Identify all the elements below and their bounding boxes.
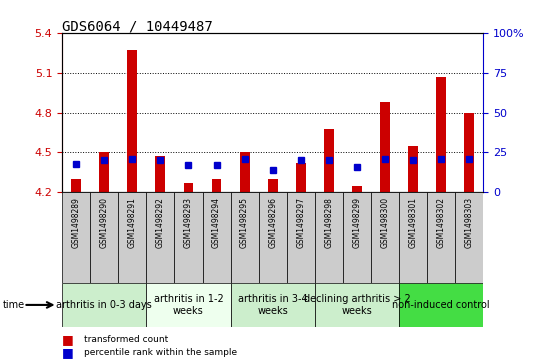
Text: GSM1498289: GSM1498289 (72, 197, 80, 248)
Bar (127, 50, 137, 192)
Bar (202, 192, 231, 283)
Text: GSM1498293: GSM1498293 (184, 197, 193, 248)
Bar (99, 152, 109, 192)
Text: GSM1498295: GSM1498295 (240, 197, 249, 248)
Text: GSM1498292: GSM1498292 (156, 197, 165, 248)
Bar (352, 186, 362, 192)
Bar (380, 102, 390, 192)
Bar (184, 183, 193, 192)
Bar (71, 179, 81, 192)
Bar (146, 192, 174, 283)
Bar (436, 77, 446, 192)
Text: GSM1498294: GSM1498294 (212, 197, 221, 248)
Bar (212, 179, 221, 192)
Text: arthritis in 3-4
weeks: arthritis in 3-4 weeks (238, 294, 307, 316)
Text: percentile rank within the sample: percentile rank within the sample (84, 348, 237, 356)
Bar (62, 283, 146, 327)
Bar (455, 192, 483, 283)
Text: declining arthritis > 2
weeks: declining arthritis > 2 weeks (303, 294, 410, 316)
Bar (90, 192, 118, 283)
Text: non-induced control: non-induced control (393, 300, 490, 310)
Text: GSM1498297: GSM1498297 (296, 197, 305, 248)
Text: ■: ■ (62, 346, 74, 359)
Bar (296, 163, 306, 192)
Bar (315, 192, 343, 283)
Bar (146, 283, 231, 327)
Bar (231, 283, 315, 327)
Text: GDS6064 / 10449487: GDS6064 / 10449487 (62, 20, 213, 34)
Text: ■: ■ (62, 333, 74, 346)
Bar (231, 192, 259, 283)
Text: GSM1498298: GSM1498298 (325, 197, 333, 248)
Bar (324, 129, 334, 192)
Text: GSM1498296: GSM1498296 (268, 197, 277, 248)
Bar (62, 192, 90, 283)
Text: GSM1498300: GSM1498300 (381, 197, 389, 248)
Bar (118, 192, 146, 283)
Bar (268, 179, 278, 192)
Text: GSM1498303: GSM1498303 (465, 197, 474, 248)
Text: GSM1498301: GSM1498301 (409, 197, 417, 248)
Text: GSM1498299: GSM1498299 (353, 197, 361, 248)
Bar (408, 146, 418, 192)
Text: GSM1498302: GSM1498302 (437, 197, 445, 248)
Text: arthritis in 1-2
weeks: arthritis in 1-2 weeks (153, 294, 224, 316)
Text: transformed count: transformed count (84, 335, 168, 344)
Text: GSM1498290: GSM1498290 (100, 197, 109, 248)
Bar (156, 156, 165, 192)
Bar (464, 113, 474, 192)
Bar (240, 152, 249, 192)
Bar (287, 192, 315, 283)
Bar (399, 283, 483, 327)
Bar (259, 192, 287, 283)
Text: GSM1498291: GSM1498291 (128, 197, 137, 248)
Text: arthritis in 0-3 days: arthritis in 0-3 days (56, 300, 152, 310)
Text: time: time (3, 300, 25, 310)
Bar (427, 192, 455, 283)
Bar (399, 192, 427, 283)
Bar (315, 283, 399, 327)
Bar (343, 192, 371, 283)
Bar (371, 192, 399, 283)
Bar (174, 192, 202, 283)
